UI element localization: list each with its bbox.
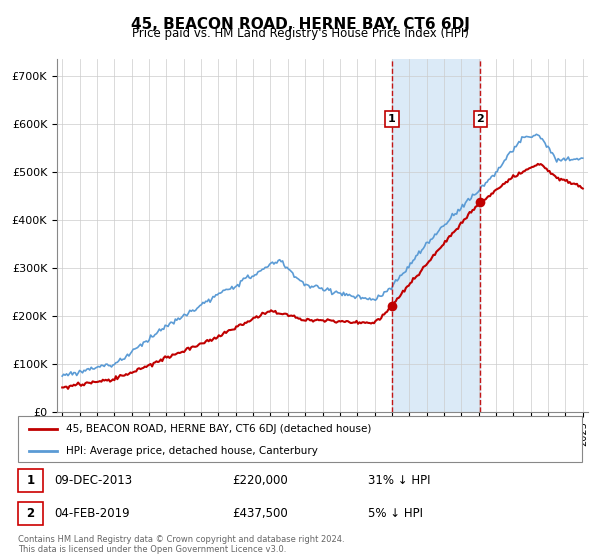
Text: 31% ↓ HPI: 31% ↓ HPI [368,474,430,487]
Text: 2: 2 [26,507,34,520]
Text: Contains HM Land Registry data © Crown copyright and database right 2024.
This d: Contains HM Land Registry data © Crown c… [18,535,344,554]
Text: 1: 1 [26,474,34,487]
Text: £437,500: £437,500 [232,507,288,520]
Text: 45, BEACON ROAD, HERNE BAY, CT6 6DJ (detached house): 45, BEACON ROAD, HERNE BAY, CT6 6DJ (det… [66,424,371,434]
Text: HPI: Average price, detached house, Canterbury: HPI: Average price, detached house, Cant… [66,446,318,455]
Bar [18,469,43,492]
Text: 5% ↓ HPI: 5% ↓ HPI [368,507,422,520]
Text: 04-FEB-2019: 04-FEB-2019 [55,507,130,520]
Text: 09-DEC-2013: 09-DEC-2013 [55,474,133,487]
Text: 1: 1 [388,114,396,124]
Text: Price paid vs. HM Land Registry's House Price Index (HPI): Price paid vs. HM Land Registry's House … [131,27,469,40]
Text: 2: 2 [476,114,484,124]
Bar [18,502,43,525]
Text: £220,000: £220,000 [232,474,288,487]
Bar [392,59,481,412]
Text: 45, BEACON ROAD, HERNE BAY, CT6 6DJ: 45, BEACON ROAD, HERNE BAY, CT6 6DJ [131,17,469,32]
